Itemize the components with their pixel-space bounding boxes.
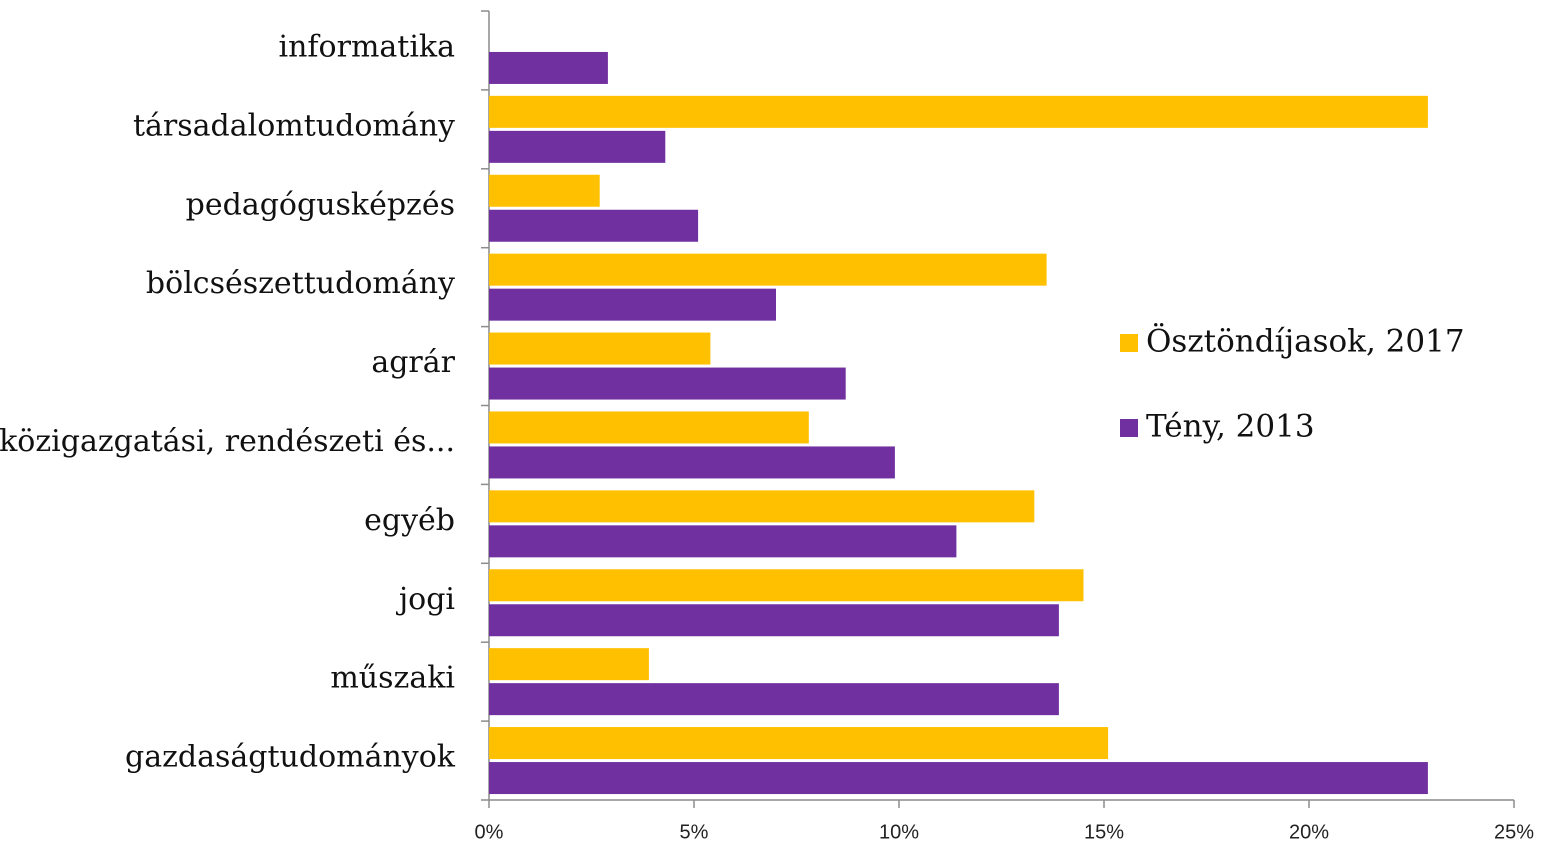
bar: [489, 569, 1084, 602]
bar: [489, 332, 711, 365]
bar: [489, 648, 649, 681]
category-label: agrár: [371, 345, 455, 380]
category-label: pedagógusképzés: [186, 187, 455, 222]
bar: [489, 95, 1428, 128]
bar: [489, 446, 895, 479]
category-label: jogi: [396, 582, 455, 617]
bar: [489, 525, 957, 558]
x-tick-label: 0%: [475, 821, 504, 843]
bar: [489, 209, 699, 242]
bar: [489, 130, 666, 163]
x-tick-label: 15%: [1084, 821, 1124, 843]
bar: [489, 762, 1428, 795]
category-label: bölcsészettudomány: [146, 266, 455, 301]
category-label: egyéb: [364, 503, 455, 538]
x-tick-label: 25%: [1494, 821, 1534, 843]
bar: [489, 367, 846, 400]
bar: [489, 604, 1059, 637]
bar: [489, 174, 600, 207]
bar: [489, 411, 809, 444]
legend-label: Tény, 2013: [1146, 409, 1315, 445]
bar: [489, 288, 776, 321]
category-label: közigazgatási, rendészeti és...: [0, 424, 455, 459]
category-label: műszaki: [330, 661, 455, 696]
category-label: gazdaságtudományok: [125, 740, 456, 775]
x-tick-label: 20%: [1289, 821, 1329, 843]
bar: [489, 727, 1109, 760]
bar: [489, 253, 1047, 286]
legend-label: Ösztöndíjasok, 2017: [1146, 322, 1465, 360]
x-tick-label: 5%: [680, 821, 709, 843]
legend-swatch: [1120, 419, 1138, 437]
bar: [489, 490, 1035, 523]
x-tick-label: 10%: [879, 821, 919, 843]
category-label: társadalomtudomány: [133, 108, 455, 143]
legend-swatch: [1120, 334, 1138, 352]
bar: [489, 683, 1059, 716]
category-label: informatika: [279, 29, 456, 64]
bar: [489, 51, 608, 84]
